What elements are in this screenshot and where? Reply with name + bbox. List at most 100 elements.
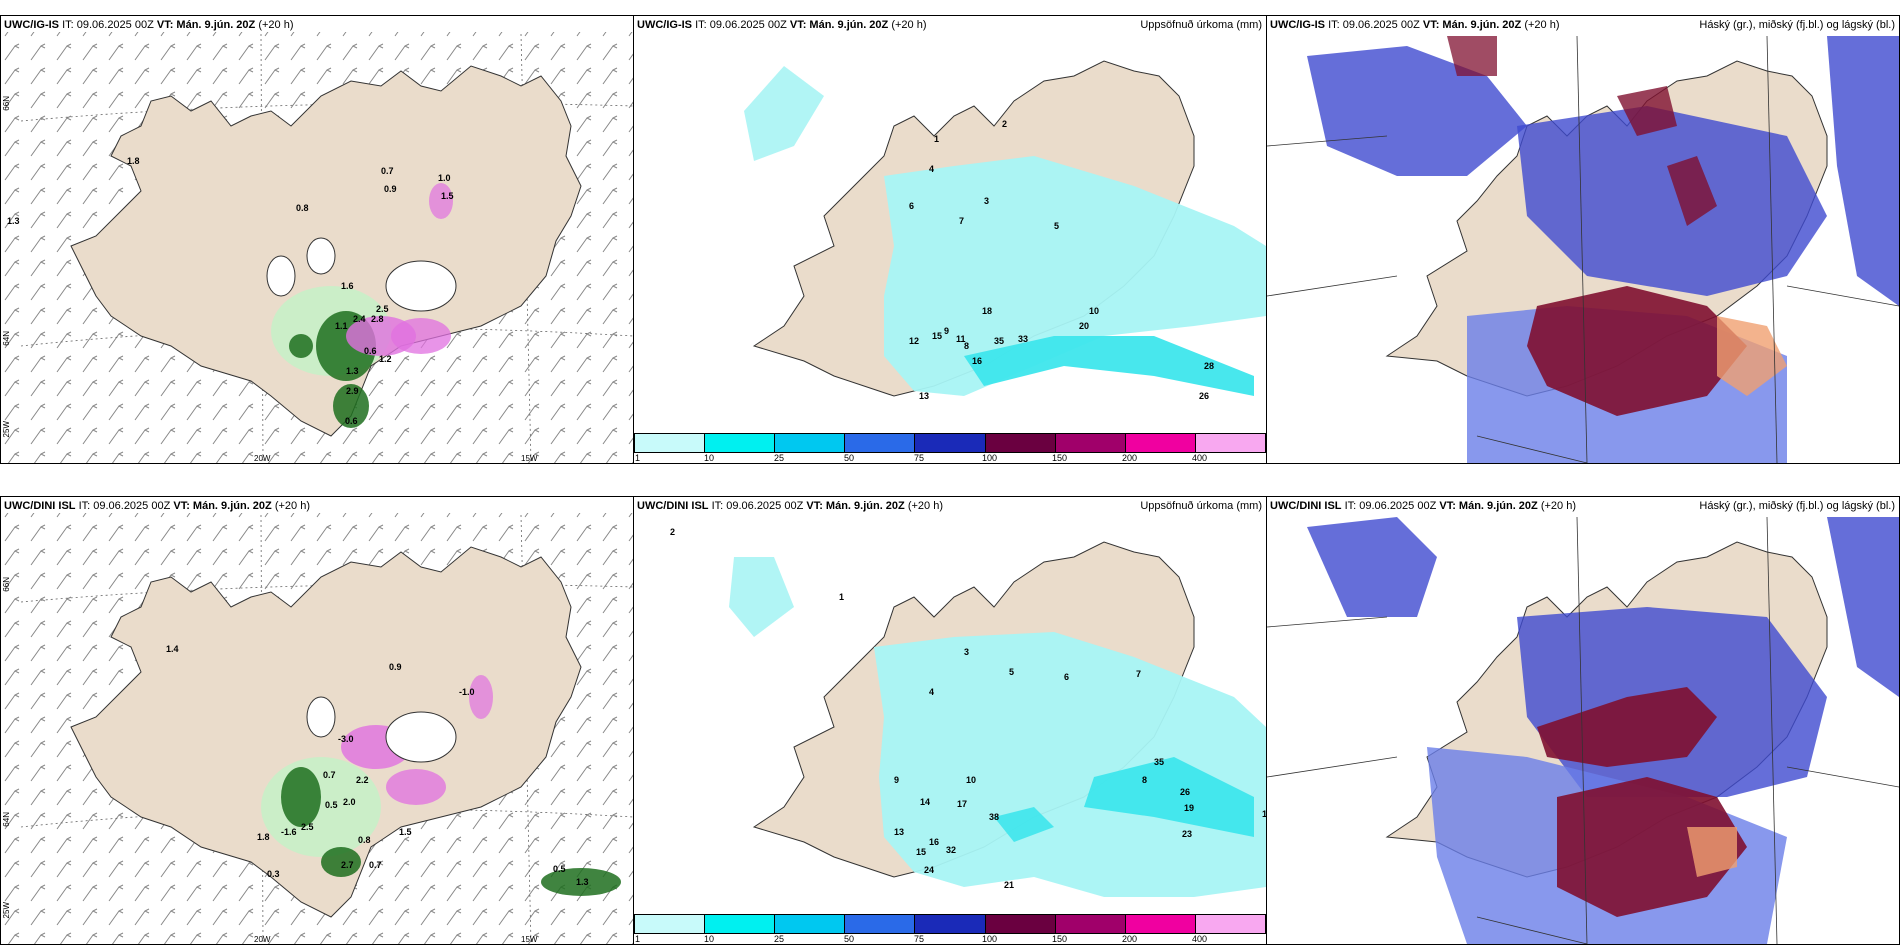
precip-value: 10 <box>966 775 977 785</box>
value-label: 0.9 <box>389 662 402 672</box>
precip-value: 12 <box>909 336 920 346</box>
precip-value: 26 <box>1180 787 1191 797</box>
value-label: 0.7 <box>369 860 382 870</box>
value-label: 2.0 <box>343 797 356 807</box>
value-label: 0.7 <box>381 166 394 176</box>
precip-value: 35 <box>994 336 1005 346</box>
value-label: 1.2 <box>379 354 392 364</box>
colorbar-labels: 1 10 25 50 75 100 150 200 400 <box>635 453 1208 463</box>
lat-label: 25W <box>2 421 11 438</box>
value-label: 0.7 <box>323 770 336 780</box>
precip-value: 9 <box>894 775 900 785</box>
value-label: 0.5 <box>325 800 338 810</box>
value-label: 1.4 <box>166 644 179 654</box>
precip-value: 3 <box>984 196 990 206</box>
precip-value: 28 <box>1204 361 1215 371</box>
lat-label: 64N <box>2 331 11 346</box>
precip-colorbar <box>634 433 1266 453</box>
precip-value: 5 <box>1054 221 1060 231</box>
precip-value: 1 <box>934 134 940 144</box>
precip-value: 35 <box>1154 757 1165 767</box>
panel-header: UWC/IG-IS IT: 09.06.2025 00Z VT: Mán. 9.… <box>4 19 294 31</box>
precip-value: 33 <box>1018 334 1029 344</box>
iceland-map <box>1 32 633 463</box>
iceland-map <box>1 513 633 944</box>
panel-title: Uppsöfnuð úrkoma (mm) <box>1140 500 1262 512</box>
precip-value: 4 <box>929 164 935 174</box>
precip-value: 9 <box>944 326 950 336</box>
precip-value: 2 <box>1002 119 1008 129</box>
panel-bottom-right-cloud: UWC/DINI ISL IT: 09.06.2025 00Z VT: Mán.… <box>1266 496 1900 945</box>
value-label: 0.3 <box>267 869 280 879</box>
lon-label: 15W <box>521 935 538 944</box>
precip-value: 5 <box>1009 667 1015 677</box>
precip-colorbar <box>634 914 1266 934</box>
panel-header: UWC/DINI ISL IT: 09.06.2025 00Z VT: Mán.… <box>637 500 943 512</box>
precip-value: 1 <box>839 592 845 602</box>
value-label: 2.5 <box>376 304 389 314</box>
value-label: 0.8 <box>358 835 371 845</box>
precip-value: 38 <box>989 812 1000 822</box>
panel-header: UWC/DINI ISL IT: 09.06.2025 00Z VT: Mán.… <box>1270 500 1576 512</box>
precip-value: 8 <box>1142 775 1148 785</box>
lat-label: 25W <box>2 902 11 919</box>
panel-header: UWC/IG-IS IT: 09.06.2025 00Z VT: Mán. 9.… <box>637 19 927 31</box>
lon-label: 20W <box>254 454 271 463</box>
cloud-map <box>1267 515 1899 944</box>
value-label: 1.6 <box>341 281 354 291</box>
value-label: 2.9 <box>346 386 359 396</box>
precip-value: 8 <box>964 341 970 351</box>
value-label: 2.2 <box>356 775 369 785</box>
panel-title: Uppsöfnuð úrkoma (mm) <box>1140 19 1262 31</box>
precip-value: 13 <box>919 391 930 401</box>
precip-value: 6 <box>909 201 915 211</box>
lat-label: 66N <box>2 96 11 111</box>
lat-label: 66N <box>2 577 11 592</box>
precip-value: 13 <box>894 827 905 837</box>
precip-value: 2 <box>670 527 676 537</box>
precip-value: 16 <box>929 837 940 847</box>
precip-value: 11 <box>956 334 966 344</box>
lon-label: 20W <box>254 935 271 944</box>
value-label: 1.0 <box>438 173 451 183</box>
panel-top-left-wind: UWC/IG-IS IT: 09.06.2025 00Z VT: Mán. 9.… <box>0 15 634 464</box>
value-label: 0.6 <box>364 346 377 356</box>
panel-title: Háský (gr.), miðský (fj.bl.) og lágský (… <box>1699 19 1895 31</box>
precip-value: 7 <box>959 216 965 226</box>
panel-top-right-cloud: UWC/IG-IS IT: 09.06.2025 00Z VT: Mán. 9.… <box>1266 15 1900 464</box>
lon-label: 15W <box>521 454 538 463</box>
precip-value: 6 <box>1064 672 1070 682</box>
precip-value: 15 <box>916 847 927 857</box>
value-label: 2.7 <box>341 860 354 870</box>
value-label: -1.6 <box>281 827 297 837</box>
value-label: 1.3 <box>346 366 359 376</box>
value-label: 1.5 <box>399 827 412 837</box>
value-label: 1.3 <box>576 877 589 887</box>
precip-value: 24 <box>924 865 935 875</box>
precip-value: 18 <box>982 306 993 316</box>
precip-value: 21 <box>1004 880 1015 890</box>
value-label: 1.8 <box>127 156 140 166</box>
precip-value: 23 <box>1182 829 1193 839</box>
value-label: 1.5 <box>441 191 454 201</box>
lat-label: 64N <box>2 812 11 827</box>
colorbar-labels: 1 10 25 50 75 100 150 200 400 <box>635 934 1208 944</box>
precip-value: 17 <box>957 799 968 809</box>
value-label: 2.4 <box>353 314 366 324</box>
value-label: 2.5 <box>301 822 314 832</box>
precip-value: 15 <box>932 331 943 341</box>
value-label: -3.0 <box>338 734 354 744</box>
value-label: 1.8 <box>257 832 270 842</box>
precip-value: 10 <box>1089 306 1100 316</box>
value-label: 2.8 <box>371 314 384 324</box>
panel-header: UWC/DINI ISL IT: 09.06.2025 00Z VT: Mán.… <box>4 500 310 512</box>
panel-title: Háský (gr.), miðský (fj.bl.) og lágský (… <box>1699 500 1895 512</box>
value-label: -1.0 <box>459 687 475 697</box>
precip-value: 26 <box>1199 391 1210 401</box>
value-label: 1.3 <box>7 216 20 226</box>
panel-bottom-middle-precip: UWC/DINI ISL IT: 09.06.2025 00Z VT: Mán.… <box>633 496 1267 945</box>
precip-value: 7 <box>1136 669 1142 679</box>
value-label: 0.9 <box>384 184 397 194</box>
value-label: 1.1 <box>335 321 348 331</box>
precip-value: 32 <box>946 845 957 855</box>
